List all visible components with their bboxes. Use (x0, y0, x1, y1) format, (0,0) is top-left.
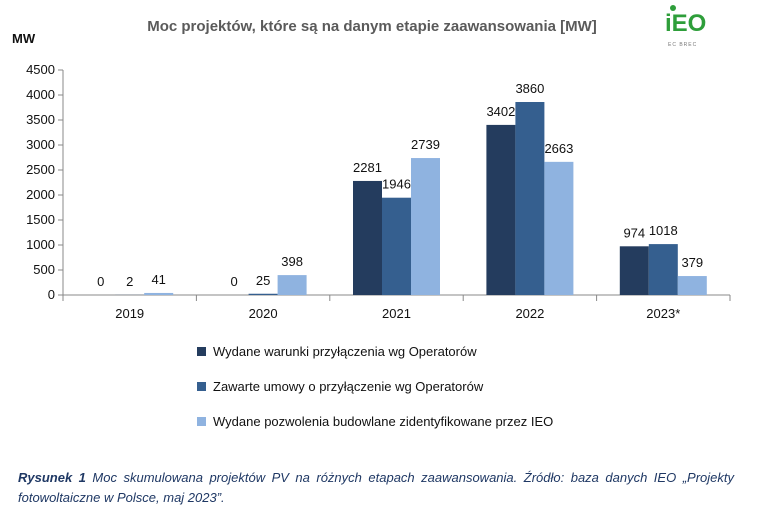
x-tick-label: 2023* (646, 306, 680, 321)
legend-label: Wydane pozwolenia budowlane zidentyfikow… (213, 414, 553, 429)
figure-caption: Rysunek 1 Moc skumulowana projektów PV n… (18, 468, 734, 508)
caption-label: Rysunek 1 (18, 470, 86, 485)
bar-chart: Moc projektów, które są na danym etapie … (12, 5, 731, 429)
data-label: 2281 (353, 160, 382, 175)
legend-swatch (197, 382, 206, 391)
legend: Wydane warunki przyłączenia wg Operatoró… (197, 344, 553, 429)
legend-label: Zawarte umowy o przyłączenie wg Operator… (213, 379, 484, 394)
chart-title: Moc projektów, które są na danym etapie … (147, 18, 597, 35)
logo-text: iEO (665, 10, 706, 37)
data-label: 974 (623, 225, 645, 240)
x-tick-label: 2019 (115, 306, 144, 321)
x-tick-label: 2020 (249, 306, 278, 321)
logo-dot (670, 5, 676, 11)
data-label: 0 (97, 274, 104, 289)
bar (515, 102, 545, 295)
ieo-logo: iEO EC BREC (665, 5, 706, 48)
y-tick-label: 3500 (26, 112, 55, 127)
y-tick-label: 1500 (26, 212, 55, 227)
data-label: 3860 (515, 81, 544, 96)
data-label: 3402 (486, 104, 515, 119)
bar (486, 124, 516, 296)
data-label: 1946 (382, 177, 411, 192)
legend-swatch (197, 417, 206, 426)
logo-subtext: EC BREC (668, 42, 697, 48)
y-tick-label: 0 (48, 287, 55, 302)
data-label: 2 (126, 274, 133, 289)
caption-text: Moc skumulowana projektów PV na różnych … (18, 470, 734, 505)
x-tick-label: 2021 (382, 306, 411, 321)
data-label: 398 (281, 254, 303, 269)
bar (648, 244, 678, 295)
x-tick-label: 2022 (515, 306, 544, 321)
y-tick-label: 2000 (26, 187, 55, 202)
y-tick-label: 4500 (26, 62, 55, 77)
bar (248, 293, 278, 295)
plot-area: 0500100015002000250030003500400045002019… (26, 62, 731, 321)
bar (619, 246, 649, 295)
bar (382, 197, 411, 295)
legend-swatch (197, 347, 206, 356)
bar (677, 276, 707, 295)
bar (411, 158, 440, 295)
data-label: 2739 (411, 137, 440, 152)
y-tick-label: 3000 (26, 137, 55, 152)
data-label: 2663 (544, 141, 573, 156)
data-label: 25 (256, 273, 270, 288)
y-tick-label: 4000 (26, 87, 55, 102)
y-tick-label: 1000 (26, 237, 55, 252)
bar (353, 180, 382, 295)
data-label: 41 (151, 272, 165, 287)
y-tick-label: 2500 (26, 162, 55, 177)
y-axis-label: MW (12, 31, 36, 46)
data-label: 0 (230, 274, 237, 289)
bar (544, 161, 574, 295)
bar (277, 275, 307, 295)
bar (144, 292, 174, 295)
y-tick-label: 500 (33, 262, 55, 277)
data-label: 379 (681, 255, 703, 270)
legend-label: Wydane warunki przyłączenia wg Operatoró… (213, 344, 477, 359)
data-label: 1018 (649, 223, 678, 238)
